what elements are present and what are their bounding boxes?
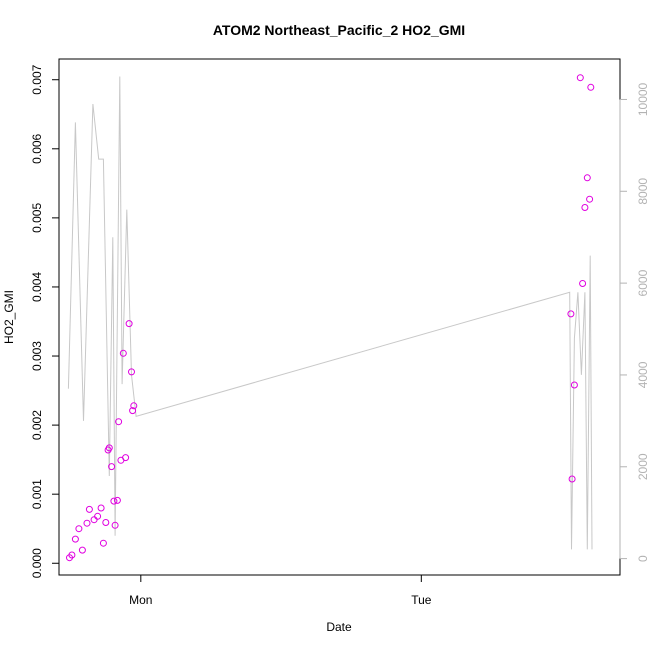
left-tick-label: 0.004	[30, 272, 44, 302]
data-point	[583, 174, 591, 182]
data-point	[97, 504, 105, 512]
right-tick-label: 10000	[636, 82, 650, 116]
line-series-layer	[67, 76, 593, 550]
data-point	[111, 521, 119, 529]
data-point	[71, 535, 79, 543]
data-point	[78, 546, 86, 554]
left-tick-label: 0.007	[30, 64, 44, 94]
data-point	[94, 512, 102, 520]
data-point	[586, 195, 594, 203]
data-point	[130, 402, 138, 410]
y-axis-label: HO2_GMI	[2, 290, 16, 344]
data-point	[568, 475, 576, 483]
data-point	[576, 74, 584, 82]
data-point	[119, 349, 127, 357]
data-point	[75, 525, 83, 533]
data-point	[581, 204, 589, 211]
right-tick-label: 8000	[636, 178, 650, 205]
right-tick-label: 2000	[636, 453, 650, 480]
x-axis: Mon Tue	[129, 574, 432, 607]
data-point	[567, 310, 575, 318]
data-point	[587, 83, 595, 91]
data-point	[85, 505, 93, 513]
left-tick-label: 0.002	[30, 410, 44, 440]
chart-title: ATOM2 Northeast_Pacific_2 HO2_GMI	[213, 22, 465, 38]
x-tick-label: Mon	[129, 593, 152, 607]
left-tick-label: 0.006	[30, 133, 44, 163]
data-point	[115, 418, 123, 426]
data-point	[129, 407, 137, 415]
data-point	[113, 496, 121, 504]
data-point	[99, 539, 107, 547]
left-y-axis: 0.000 0.001 0.002 0.003 0.004 0.005 0.006 0.007	[30, 64, 60, 578]
data-point	[579, 280, 587, 287]
left-tick-label: 0.005	[30, 203, 44, 233]
data-point	[110, 497, 118, 505]
data-point	[105, 444, 113, 452]
right-tick-label: 6000	[636, 269, 650, 296]
data-point	[125, 320, 133, 328]
data-point	[128, 368, 135, 376]
x-tick-label: Tue	[411, 593, 432, 607]
right-tick-label: 4000	[636, 361, 650, 388]
right-y-axis: 0 2000 4000 6000 8000 10000	[619, 82, 650, 562]
data-point	[108, 463, 116, 471]
data-point	[122, 454, 130, 462]
point-series-layer	[66, 74, 595, 562]
line-series	[67, 76, 593, 550]
data-point	[102, 519, 110, 526]
x-axis-label: Date	[326, 620, 352, 634]
data-point	[570, 381, 578, 389]
left-tick-label: 0.003	[30, 341, 44, 371]
data-point	[68, 551, 76, 559]
left-tick-label: 0.001	[30, 479, 44, 509]
data-point	[83, 519, 91, 527]
right-tick-label: 0	[636, 555, 650, 562]
left-tick-label: 0.000	[30, 548, 44, 578]
